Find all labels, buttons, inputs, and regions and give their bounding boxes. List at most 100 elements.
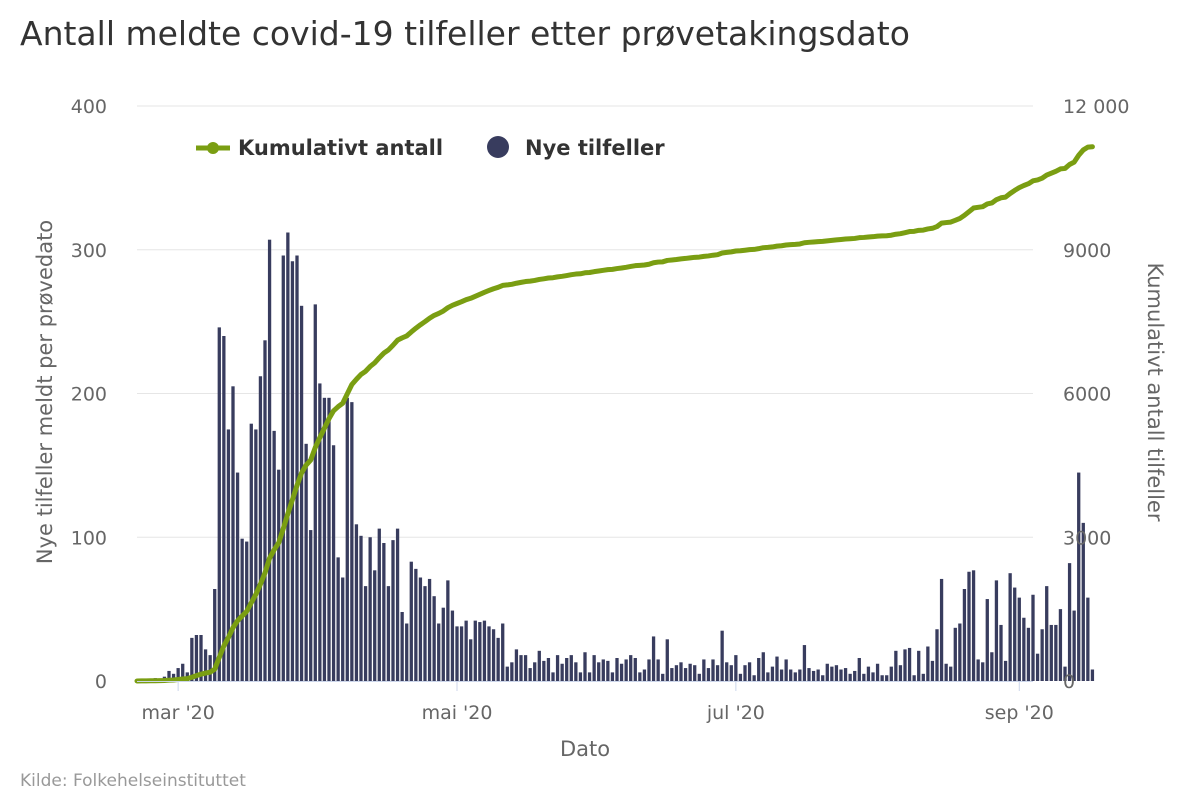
- bar[interactable]: [464, 620, 468, 681]
- bar[interactable]: [853, 670, 857, 681]
- bar[interactable]: [222, 336, 226, 681]
- bar[interactable]: [1090, 669, 1095, 682]
- bar[interactable]: [537, 650, 541, 681]
- bar[interactable]: [702, 659, 706, 681]
- bar[interactable]: [843, 668, 848, 681]
- bar[interactable]: [738, 673, 743, 681]
- bar[interactable]: [898, 665, 903, 681]
- bar[interactable]: [807, 668, 811, 681]
- bar[interactable]: [1045, 586, 1049, 681]
- bar[interactable]: [505, 666, 509, 681]
- bar[interactable]: [885, 675, 889, 681]
- bar[interactable]: [528, 668, 532, 681]
- bar[interactable]: [1031, 594, 1035, 681]
- bar-series[interactable]: [135, 232, 1095, 682]
- bar[interactable]: [560, 663, 564, 681]
- bar[interactable]: [670, 668, 674, 681]
- bar[interactable]: [834, 665, 839, 681]
- bar[interactable]: [610, 672, 615, 681]
- bar[interactable]: [647, 659, 651, 681]
- bar[interactable]: [976, 659, 980, 681]
- bar[interactable]: [345, 397, 349, 681]
- bar[interactable]: [816, 669, 820, 682]
- bar[interactable]: [752, 675, 756, 681]
- bar[interactable]: [802, 645, 807, 681]
- bar[interactable]: [798, 669, 802, 682]
- bar[interactable]: [382, 543, 386, 681]
- bar[interactable]: [688, 663, 692, 681]
- bar[interactable]: [281, 255, 285, 682]
- bar[interactable]: [510, 662, 514, 681]
- bar[interactable]: [624, 659, 628, 681]
- bar[interactable]: [405, 623, 409, 682]
- bar[interactable]: [656, 659, 660, 681]
- bar[interactable]: [880, 675, 884, 681]
- bar[interactable]: [569, 655, 573, 681]
- bar[interactable]: [629, 655, 633, 681]
- bar[interactable]: [373, 570, 377, 681]
- bar[interactable]: [583, 652, 587, 681]
- bar[interactable]: [574, 662, 578, 681]
- bar[interactable]: [912, 675, 916, 681]
- bar[interactable]: [619, 663, 624, 681]
- bar[interactable]: [1067, 563, 1072, 681]
- bar[interactable]: [615, 658, 619, 681]
- bar[interactable]: [181, 663, 185, 681]
- bar[interactable]: [299, 305, 304, 681]
- bar[interactable]: [926, 646, 930, 682]
- bar[interactable]: [363, 586, 368, 681]
- bar[interactable]: [446, 580, 450, 681]
- bar[interactable]: [473, 620, 477, 681]
- bar[interactable]: [930, 660, 935, 681]
- legend-item-new-cases[interactable]: Nye tilfeller: [487, 136, 665, 160]
- bar[interactable]: [519, 655, 523, 681]
- bar[interactable]: [1022, 617, 1026, 681]
- bar[interactable]: [418, 577, 423, 682]
- bar[interactable]: [757, 658, 761, 681]
- bar[interactable]: [866, 666, 871, 681]
- bar[interactable]: [1026, 627, 1031, 681]
- bar[interactable]: [811, 670, 816, 681]
- bar[interactable]: [354, 524, 359, 681]
- bar[interactable]: [455, 626, 459, 681]
- bar[interactable]: [1077, 472, 1081, 681]
- bar[interactable]: [194, 635, 199, 681]
- bar[interactable]: [350, 402, 354, 681]
- bar[interactable]: [231, 386, 235, 681]
- bar[interactable]: [825, 663, 829, 681]
- bar[interactable]: [939, 578, 944, 681]
- bar[interactable]: [523, 655, 528, 681]
- bar[interactable]: [240, 538, 244, 681]
- bar[interactable]: [679, 662, 683, 681]
- bar[interactable]: [551, 672, 555, 681]
- bar[interactable]: [1013, 587, 1017, 681]
- bar[interactable]: [729, 665, 733, 681]
- bar[interactable]: [555, 655, 560, 681]
- bar[interactable]: [779, 669, 784, 682]
- bar[interactable]: [793, 672, 797, 681]
- bar[interactable]: [592, 655, 596, 681]
- bar[interactable]: [633, 658, 637, 681]
- bar[interactable]: [272, 430, 276, 681]
- bar[interactable]: [953, 627, 957, 681]
- bar[interactable]: [747, 662, 752, 681]
- bar[interactable]: [432, 596, 436, 681]
- bar[interactable]: [176, 668, 180, 681]
- bar[interactable]: [601, 659, 605, 681]
- bar[interactable]: [441, 607, 445, 681]
- bar[interactable]: [386, 586, 391, 681]
- bar[interactable]: [990, 652, 994, 681]
- bar[interactable]: [839, 669, 843, 682]
- bar[interactable]: [336, 557, 340, 681]
- bar[interactable]: [391, 540, 395, 681]
- bar[interactable]: [921, 673, 925, 681]
- bar[interactable]: [1003, 660, 1008, 681]
- bar[interactable]: [642, 669, 647, 682]
- bar[interactable]: [482, 620, 487, 681]
- bar[interactable]: [286, 232, 290, 682]
- bar[interactable]: [734, 655, 738, 681]
- bar[interactable]: [478, 622, 482, 681]
- bar[interactable]: [409, 561, 413, 681]
- bar[interactable]: [295, 255, 299, 682]
- bar[interactable]: [725, 662, 729, 681]
